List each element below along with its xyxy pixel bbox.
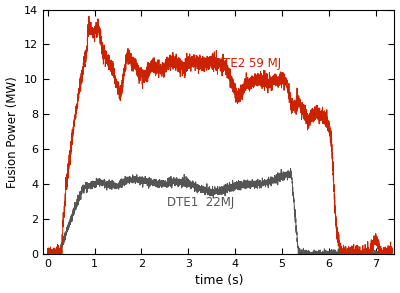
Y-axis label: Fusion Power (MW): Fusion Power (MW) <box>6 76 18 188</box>
Text: DTE1  22MJ: DTE1 22MJ <box>167 196 234 209</box>
X-axis label: time (s): time (s) <box>194 275 243 287</box>
Text: DTE2 59 MJ: DTE2 59 MJ <box>214 57 281 70</box>
